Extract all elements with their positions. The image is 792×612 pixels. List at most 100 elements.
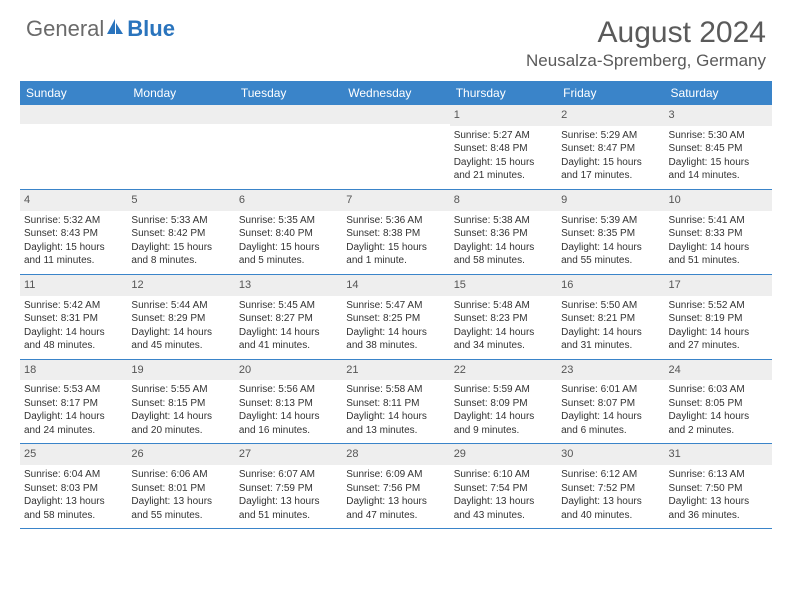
title-block: August 2024 Neusalza-Spremberg, Germany: [526, 16, 766, 71]
sunrise-text: Sunrise: 6:06 AM: [129, 468, 232, 482]
day-cell: 18Sunrise: 5:53 AMSunset: 8:17 PMDayligh…: [20, 360, 127, 444]
sunrise-text: Sunrise: 5:41 AM: [667, 214, 770, 228]
weekday-header: Thursday: [450, 81, 557, 105]
sunset-text: Sunset: 8:45 PM: [667, 142, 770, 156]
daylight-text: Daylight: 14 hours: [559, 326, 662, 340]
sunset-text: Sunset: 7:50 PM: [667, 482, 770, 496]
sunrise-text: Sunrise: 5:33 AM: [129, 214, 232, 228]
daylight-text: and 2 minutes.: [667, 424, 770, 438]
daylight-text: Daylight: 15 hours: [22, 241, 125, 255]
daylight-text: and 58 minutes.: [22, 509, 125, 523]
day-number: 1: [450, 105, 557, 126]
day-number: 6: [235, 190, 342, 211]
day-number: 21: [342, 360, 449, 381]
empty-day: [235, 105, 342, 124]
daylight-text: and 41 minutes.: [237, 339, 340, 353]
daylight-text: and 40 minutes.: [559, 509, 662, 523]
daylight-text: and 13 minutes.: [344, 424, 447, 438]
day-number: 23: [557, 360, 664, 381]
daylight-text: Daylight: 14 hours: [559, 410, 662, 424]
weekday-header: Saturday: [665, 81, 772, 105]
day-cell: [127, 105, 234, 189]
day-cell: 3Sunrise: 5:30 AMSunset: 8:45 PMDaylight…: [665, 105, 772, 189]
daylight-text: Daylight: 13 hours: [559, 495, 662, 509]
weekday-header: Sunday: [20, 81, 127, 105]
daylight-text: Daylight: 14 hours: [237, 326, 340, 340]
daylight-text: Daylight: 14 hours: [344, 410, 447, 424]
sunset-text: Sunset: 8:05 PM: [667, 397, 770, 411]
sunset-text: Sunset: 8:47 PM: [559, 142, 662, 156]
sunrise-text: Sunrise: 6:10 AM: [452, 468, 555, 482]
day-number: 12: [127, 275, 234, 296]
sunrise-text: Sunrise: 5:50 AM: [559, 299, 662, 313]
daylight-text: and 14 minutes.: [667, 169, 770, 183]
day-cell: 10Sunrise: 5:41 AMSunset: 8:33 PMDayligh…: [665, 190, 772, 274]
weekday-header-row: SundayMondayTuesdayWednesdayThursdayFrid…: [20, 81, 772, 105]
day-cell: 2Sunrise: 5:29 AMSunset: 8:47 PMDaylight…: [557, 105, 664, 189]
day-number: 9: [557, 190, 664, 211]
brand-text-2: Blue: [127, 16, 175, 42]
sunset-text: Sunset: 8:23 PM: [452, 312, 555, 326]
daylight-text: Daylight: 15 hours: [667, 156, 770, 170]
daylight-text: Daylight: 14 hours: [452, 326, 555, 340]
daylight-text: and 36 minutes.: [667, 509, 770, 523]
sunset-text: Sunset: 8:38 PM: [344, 227, 447, 241]
sunset-text: Sunset: 8:25 PM: [344, 312, 447, 326]
day-number: 26: [127, 444, 234, 465]
sunrise-text: Sunrise: 5:32 AM: [22, 214, 125, 228]
day-cell: 14Sunrise: 5:47 AMSunset: 8:25 PMDayligh…: [342, 275, 449, 359]
daylight-text: Daylight: 15 hours: [559, 156, 662, 170]
day-cell: 30Sunrise: 6:12 AMSunset: 7:52 PMDayligh…: [557, 444, 664, 528]
day-cell: 19Sunrise: 5:55 AMSunset: 8:15 PMDayligh…: [127, 360, 234, 444]
weekday-header: Friday: [557, 81, 664, 105]
day-cell: [20, 105, 127, 189]
day-cell: 6Sunrise: 5:35 AMSunset: 8:40 PMDaylight…: [235, 190, 342, 274]
sunrise-text: Sunrise: 5:35 AM: [237, 214, 340, 228]
daylight-text: Daylight: 15 hours: [452, 156, 555, 170]
day-number: 18: [20, 360, 127, 381]
day-number: 8: [450, 190, 557, 211]
daylight-text: and 24 minutes.: [22, 424, 125, 438]
daylight-text: Daylight: 14 hours: [22, 326, 125, 340]
day-cell: 9Sunrise: 5:39 AMSunset: 8:35 PMDaylight…: [557, 190, 664, 274]
sunrise-text: Sunrise: 6:04 AM: [22, 468, 125, 482]
daylight-text: and 6 minutes.: [559, 424, 662, 438]
empty-day: [127, 105, 234, 124]
sunset-text: Sunset: 7:56 PM: [344, 482, 447, 496]
day-cell: 4Sunrise: 5:32 AMSunset: 8:43 PMDaylight…: [20, 190, 127, 274]
sunrise-text: Sunrise: 5:56 AM: [237, 383, 340, 397]
day-number: 20: [235, 360, 342, 381]
week-row: 1Sunrise: 5:27 AMSunset: 8:48 PMDaylight…: [20, 105, 772, 190]
sunrise-text: Sunrise: 5:58 AM: [344, 383, 447, 397]
sunset-text: Sunset: 8:13 PM: [237, 397, 340, 411]
day-cell: 22Sunrise: 5:59 AMSunset: 8:09 PMDayligh…: [450, 360, 557, 444]
daylight-text: Daylight: 14 hours: [667, 410, 770, 424]
sunrise-text: Sunrise: 5:47 AM: [344, 299, 447, 313]
daylight-text: and 1 minute.: [344, 254, 447, 268]
day-number: 15: [450, 275, 557, 296]
sunrise-text: Sunrise: 5:55 AM: [129, 383, 232, 397]
day-cell: 17Sunrise: 5:52 AMSunset: 8:19 PMDayligh…: [665, 275, 772, 359]
daylight-text: and 8 minutes.: [129, 254, 232, 268]
daylight-text: Daylight: 15 hours: [344, 241, 447, 255]
weekday-header: Monday: [127, 81, 234, 105]
daylight-text: and 11 minutes.: [22, 254, 125, 268]
daylight-text: and 55 minutes.: [129, 509, 232, 523]
sunset-text: Sunset: 8:40 PM: [237, 227, 340, 241]
sunset-text: Sunset: 8:01 PM: [129, 482, 232, 496]
sunset-text: Sunset: 8:09 PM: [452, 397, 555, 411]
daylight-text: and 27 minutes.: [667, 339, 770, 353]
daylight-text: Daylight: 14 hours: [452, 241, 555, 255]
sunset-text: Sunset: 8:35 PM: [559, 227, 662, 241]
day-number: 2: [557, 105, 664, 126]
sunrise-text: Sunrise: 5:59 AM: [452, 383, 555, 397]
sunset-text: Sunset: 7:52 PM: [559, 482, 662, 496]
day-number: 11: [20, 275, 127, 296]
day-cell: 16Sunrise: 5:50 AMSunset: 8:21 PMDayligh…: [557, 275, 664, 359]
daylight-text: and 55 minutes.: [559, 254, 662, 268]
sunset-text: Sunset: 8:21 PM: [559, 312, 662, 326]
day-number: 19: [127, 360, 234, 381]
sunset-text: Sunset: 8:03 PM: [22, 482, 125, 496]
sunset-text: Sunset: 8:48 PM: [452, 142, 555, 156]
daylight-text: and 9 minutes.: [452, 424, 555, 438]
